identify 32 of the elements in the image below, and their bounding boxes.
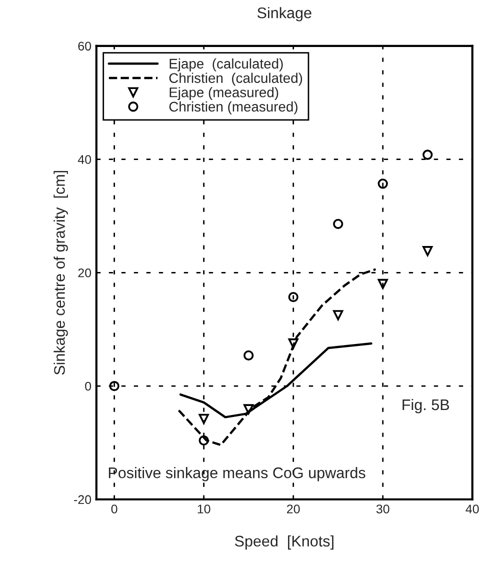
x-tick-label: 0 xyxy=(111,504,118,514)
y-tick-label: 60 xyxy=(78,42,92,51)
legend-label: Christien (calculated) xyxy=(169,72,302,86)
legend-label: Christien (measured) xyxy=(169,101,298,114)
x-tick-label: 40 xyxy=(466,504,479,514)
point xyxy=(378,178,388,189)
point xyxy=(198,414,209,424)
annotation: Fig. 5B xyxy=(402,398,449,414)
point xyxy=(333,218,344,229)
point xyxy=(422,150,433,160)
chart-title: Sinkage xyxy=(257,7,312,22)
point xyxy=(378,278,388,290)
point xyxy=(422,246,433,256)
x-tick-label: 10 xyxy=(198,504,210,514)
point xyxy=(333,310,344,320)
legend-label: Ejape (measured) xyxy=(170,87,278,100)
x-axis-title: Speed [Knots] xyxy=(234,535,334,550)
point xyxy=(244,404,254,414)
x-tick-label: 20 xyxy=(287,504,300,514)
point xyxy=(198,435,209,446)
point xyxy=(244,350,254,360)
point xyxy=(288,338,298,349)
y-tick-label: 40 xyxy=(78,155,92,164)
point xyxy=(109,380,120,392)
y-tick-label: 0 xyxy=(85,382,92,391)
x-tick-label: 30 xyxy=(376,504,390,514)
annotation: Positive sinkage means CoG upwards xyxy=(108,467,366,482)
legend-label: Ejape (calculated) xyxy=(170,58,283,72)
y-tick-label: -20 xyxy=(74,495,92,504)
point xyxy=(288,292,298,302)
y-axis-title: Sinkage centre of gravity [cm] xyxy=(54,170,68,375)
y-tick-label: 20 xyxy=(78,268,92,278)
